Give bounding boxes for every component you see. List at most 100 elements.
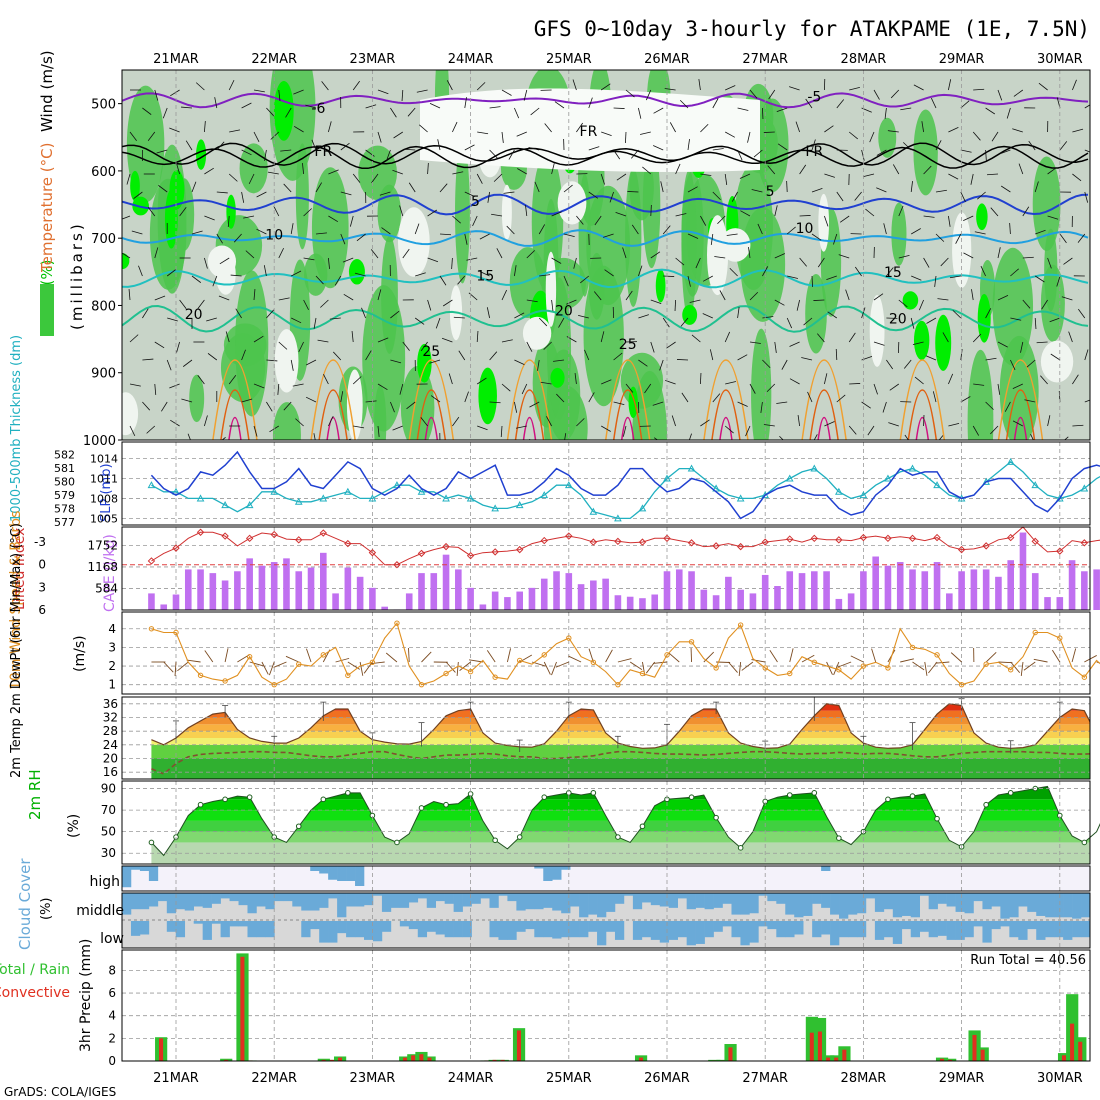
rh-moist-area (681, 169, 697, 319)
rh-band (151, 799, 1090, 811)
cape-bar (479, 604, 487, 610)
wind-barb (140, 444, 142, 455)
wind-barb (747, 131, 751, 143)
wind-barb (386, 149, 391, 161)
isotherm-line (122, 268, 1089, 289)
li-point (712, 542, 720, 550)
wind-barb (972, 425, 980, 436)
rh-saturated-area (169, 169, 185, 210)
wind-barb (972, 333, 982, 343)
wind-barb (910, 181, 913, 193)
wind-barb (659, 359, 664, 371)
rh-point (516, 834, 523, 840)
isotherm-25 (997, 359, 1044, 440)
isotherm-label: 5 (766, 184, 775, 200)
wind-barb-10m (789, 648, 794, 663)
rh-point (345, 790, 351, 796)
wind-barb (898, 254, 910, 259)
precip-total-bar (708, 1059, 721, 1061)
wind-barb (811, 275, 813, 288)
cloud-low-bar (650, 921, 661, 940)
wind-barb (849, 86, 860, 91)
wind-barb (228, 79, 235, 91)
top-date-label: 28MAR (841, 52, 887, 67)
cape-bar (234, 571, 241, 610)
wind-barb (589, 443, 600, 444)
wind-barb (801, 357, 813, 361)
rh-saturated-area (226, 194, 236, 229)
cloud-middle-bar (668, 893, 679, 908)
wind-barb (601, 131, 612, 136)
rh-moist-area (891, 202, 907, 266)
cloud-middle-bar (848, 893, 858, 915)
wind-barb (588, 97, 593, 109)
wind-barb (973, 88, 985, 91)
wind-barb (182, 359, 193, 367)
thickness-point (491, 504, 499, 512)
wind-barb (644, 383, 652, 394)
wind-speed-point (566, 635, 572, 641)
li-point (515, 545, 524, 554)
precip-convective-bar (224, 1059, 229, 1061)
wind-barb (898, 299, 908, 308)
wind-barb (429, 359, 441, 364)
li-point (221, 532, 229, 540)
wind-barb (315, 232, 327, 235)
wind-barb (719, 290, 726, 301)
cloud-middle-bar (776, 893, 786, 904)
precip-convective-bar (159, 1038, 164, 1061)
wind-barb (526, 341, 533, 352)
li-point (1056, 547, 1064, 555)
rh-legend-swatch (40, 284, 54, 336)
wind-barb (262, 444, 266, 454)
wind-barb (525, 205, 528, 217)
precip-convective-bar (948, 1059, 953, 1061)
wind-barb (323, 374, 329, 385)
cloud-low-bar (928, 921, 938, 938)
wind-barb (204, 121, 206, 133)
cloud-middle-bar (803, 893, 813, 916)
wind-barb (702, 313, 713, 319)
wind-barb (543, 341, 552, 350)
thickness-slp-frame (121, 441, 1091, 526)
isotherm-30 (514, 389, 545, 440)
precip-convective-bar (1070, 1023, 1075, 1061)
wind-speed-point (958, 681, 965, 688)
wind-barb (1047, 257, 1052, 269)
wind-barb (204, 167, 214, 175)
cape-bar (835, 598, 843, 610)
wind-barb (1022, 256, 1034, 259)
top-date-label: 24MAR (448, 52, 494, 67)
wind-barb (377, 425, 380, 437)
wind-barb (514, 265, 517, 277)
wind-barb (789, 86, 800, 91)
wind-barb-10m (837, 661, 852, 668)
wind-barb (584, 349, 590, 361)
wind-barb (158, 185, 168, 193)
wind-barb (653, 437, 659, 440)
cloud-high-bar (561, 866, 571, 870)
cloud-middle-bar (597, 893, 607, 918)
isotherm-label: 5 (471, 194, 480, 210)
wind-barb (264, 149, 267, 161)
temp-band (151, 717, 1090, 725)
wind-barb (980, 265, 986, 277)
wind-barb (990, 207, 999, 217)
precip-convective-bar (411, 1055, 416, 1061)
isotherm-30 (711, 389, 741, 440)
rh-moist-area (913, 109, 938, 196)
wind-barb (883, 223, 887, 235)
isotherm-line (122, 229, 1089, 247)
isotherm-line (122, 145, 1089, 170)
wind-barb (997, 294, 1009, 301)
wind-barb (267, 171, 279, 175)
wind-barb (487, 191, 490, 203)
cloud-low-bar (516, 921, 526, 932)
li-point (638, 538, 647, 546)
rh-point (713, 814, 719, 821)
wind-barb (392, 425, 403, 431)
wind-barb (204, 215, 215, 221)
wind-barb (377, 131, 382, 143)
wind-barb (290, 359, 294, 371)
wind-barb (948, 126, 959, 133)
